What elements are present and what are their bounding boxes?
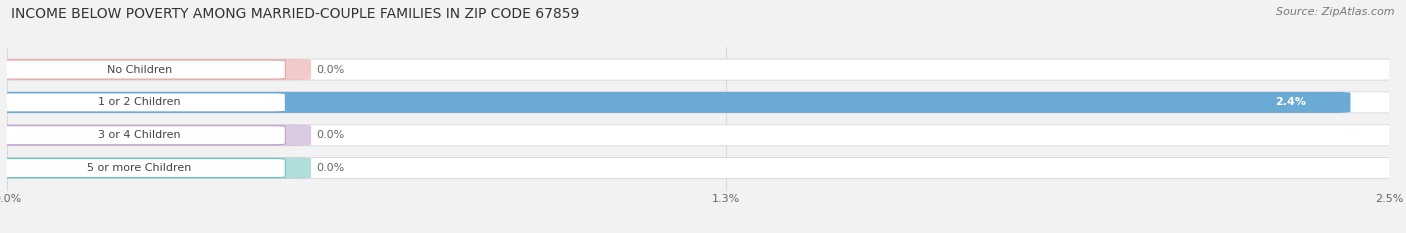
FancyBboxPatch shape — [0, 59, 1406, 80]
Text: INCOME BELOW POVERTY AMONG MARRIED-COUPLE FAMILIES IN ZIP CODE 67859: INCOME BELOW POVERTY AMONG MARRIED-COUPL… — [11, 7, 579, 21]
Text: 5 or more Children: 5 or more Children — [87, 163, 191, 173]
FancyBboxPatch shape — [0, 92, 1406, 113]
Text: No Children: No Children — [107, 65, 172, 75]
FancyBboxPatch shape — [0, 125, 311, 146]
FancyBboxPatch shape — [0, 59, 311, 80]
FancyBboxPatch shape — [0, 126, 285, 145]
FancyBboxPatch shape — [0, 158, 1406, 178]
Text: 1 or 2 Children: 1 or 2 Children — [98, 97, 180, 107]
FancyBboxPatch shape — [0, 125, 1406, 146]
FancyBboxPatch shape — [0, 93, 285, 112]
FancyBboxPatch shape — [0, 60, 285, 79]
FancyBboxPatch shape — [0, 158, 311, 178]
Text: 0.0%: 0.0% — [316, 163, 344, 173]
Text: 2.4%: 2.4% — [1275, 97, 1306, 107]
Text: 0.0%: 0.0% — [316, 65, 344, 75]
Text: 3 or 4 Children: 3 or 4 Children — [98, 130, 180, 140]
Text: Source: ZipAtlas.com: Source: ZipAtlas.com — [1277, 7, 1395, 17]
Text: 0.0%: 0.0% — [316, 130, 344, 140]
FancyBboxPatch shape — [0, 159, 285, 178]
FancyBboxPatch shape — [0, 92, 1350, 113]
